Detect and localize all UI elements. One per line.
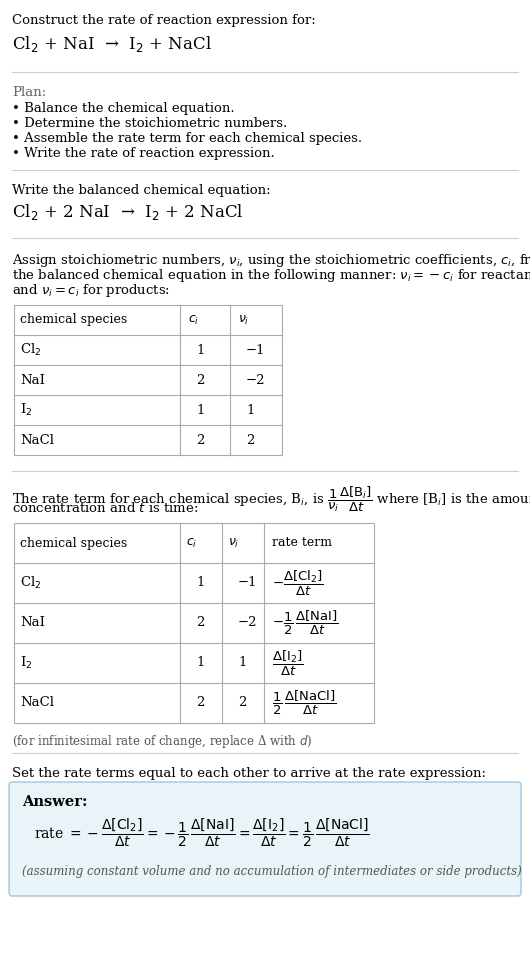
Bar	[14, 523, 374, 723]
Bar	[14, 305, 282, 455]
Text: 2: 2	[196, 697, 205, 710]
Text: The rate term for each chemical species, B$_i$, is $\dfrac{1}{\nu_i}\dfrac{\Delt: The rate term for each chemical species,…	[12, 485, 530, 514]
Text: −2: −2	[238, 617, 258, 630]
Text: I$_2$: I$_2$	[20, 655, 32, 671]
Text: rate term: rate term	[272, 537, 332, 549]
Text: Cl$_2$ + 2 NaI  →  I$_2$ + 2 NaCl: Cl$_2$ + 2 NaI → I$_2$ + 2 NaCl	[12, 202, 244, 222]
Text: Cl$_2$: Cl$_2$	[20, 575, 41, 591]
Text: NaCl: NaCl	[20, 697, 54, 710]
Text: • Write the rate of reaction expression.: • Write the rate of reaction expression.	[12, 147, 275, 160]
Text: −1: −1	[238, 577, 258, 590]
Text: $\dfrac{1}{2}\,\dfrac{\Delta[\mathrm{NaCl}]}{\Delta t}$: $\dfrac{1}{2}\,\dfrac{\Delta[\mathrm{NaC…	[272, 689, 337, 717]
Text: 2: 2	[238, 697, 246, 710]
Text: (assuming constant volume and no accumulation of intermediates or side products): (assuming constant volume and no accumul…	[22, 865, 522, 878]
Text: (for infinitesimal rate of change, replace Δ with $d$): (for infinitesimal rate of change, repla…	[12, 733, 313, 750]
Text: 1: 1	[246, 403, 254, 417]
Text: • Determine the stoichiometric numbers.: • Determine the stoichiometric numbers.	[12, 117, 287, 130]
Text: 2: 2	[196, 433, 205, 446]
Text: $\nu_i$: $\nu_i$	[228, 537, 240, 549]
Text: 2: 2	[196, 617, 205, 630]
Text: $-\dfrac{1}{2}\,\dfrac{\Delta[\mathrm{NaI}]}{\Delta t}$: $-\dfrac{1}{2}\,\dfrac{\Delta[\mathrm{Na…	[272, 609, 339, 637]
FancyBboxPatch shape	[9, 782, 521, 896]
Text: I$_2$: I$_2$	[20, 402, 32, 418]
Text: −1: −1	[246, 344, 266, 356]
Text: rate $= -\dfrac{\Delta[\mathrm{Cl_2}]}{\Delta t} = -\dfrac{1}{2}\,\dfrac{\Delta[: rate $= -\dfrac{\Delta[\mathrm{Cl_2}]}{\…	[34, 817, 370, 849]
Text: NaI: NaI	[20, 617, 45, 630]
Text: chemical species: chemical species	[20, 537, 127, 549]
Text: −2: −2	[246, 374, 266, 386]
Text: • Assemble the rate term for each chemical species.: • Assemble the rate term for each chemic…	[12, 132, 362, 145]
Text: 1: 1	[196, 657, 205, 670]
Text: $\nu_i$: $\nu_i$	[238, 313, 250, 327]
Text: Cl$_2$: Cl$_2$	[20, 342, 41, 358]
Text: 1: 1	[238, 657, 246, 670]
Text: Set the rate terms equal to each other to arrive at the rate expression:: Set the rate terms equal to each other t…	[12, 767, 486, 780]
Text: $\dfrac{\Delta[\mathrm{I_2}]}{\Delta t}$: $\dfrac{\Delta[\mathrm{I_2}]}{\Delta t}$	[272, 648, 304, 677]
Text: $c_i$: $c_i$	[186, 537, 197, 549]
Text: Cl$_2$ + NaI  →  I$_2$ + NaCl: Cl$_2$ + NaI → I$_2$ + NaCl	[12, 34, 212, 54]
Text: chemical species: chemical species	[20, 313, 127, 327]
Text: Write the balanced chemical equation:: Write the balanced chemical equation:	[12, 184, 271, 197]
Text: Assign stoichiometric numbers, $\nu_i$, using the stoichiometric coefficients, $: Assign stoichiometric numbers, $\nu_i$, …	[12, 252, 530, 269]
Text: the balanced chemical equation in the following manner: $\nu_i = -c_i$ for react: the balanced chemical equation in the fo…	[12, 267, 530, 284]
Text: 1: 1	[196, 403, 205, 417]
Text: and $\nu_i = c_i$ for products:: and $\nu_i = c_i$ for products:	[12, 282, 170, 299]
Text: $-\dfrac{\Delta[\mathrm{Cl_2}]}{\Delta t}$: $-\dfrac{\Delta[\mathrm{Cl_2}]}{\Delta t…	[272, 568, 324, 597]
Text: Construct the rate of reaction expression for:: Construct the rate of reaction expressio…	[12, 14, 316, 27]
Text: 1: 1	[196, 577, 205, 590]
Text: • Balance the chemical equation.: • Balance the chemical equation.	[12, 102, 235, 115]
Text: 1: 1	[196, 344, 205, 356]
Text: NaCl: NaCl	[20, 433, 54, 446]
Text: Plan:: Plan:	[12, 86, 46, 99]
Text: 2: 2	[196, 374, 205, 386]
Text: NaI: NaI	[20, 374, 45, 386]
Text: Answer:: Answer:	[22, 795, 87, 809]
Text: concentration and $t$ is time:: concentration and $t$ is time:	[12, 501, 198, 515]
Text: 2: 2	[246, 433, 254, 446]
Text: $c_i$: $c_i$	[188, 313, 199, 327]
